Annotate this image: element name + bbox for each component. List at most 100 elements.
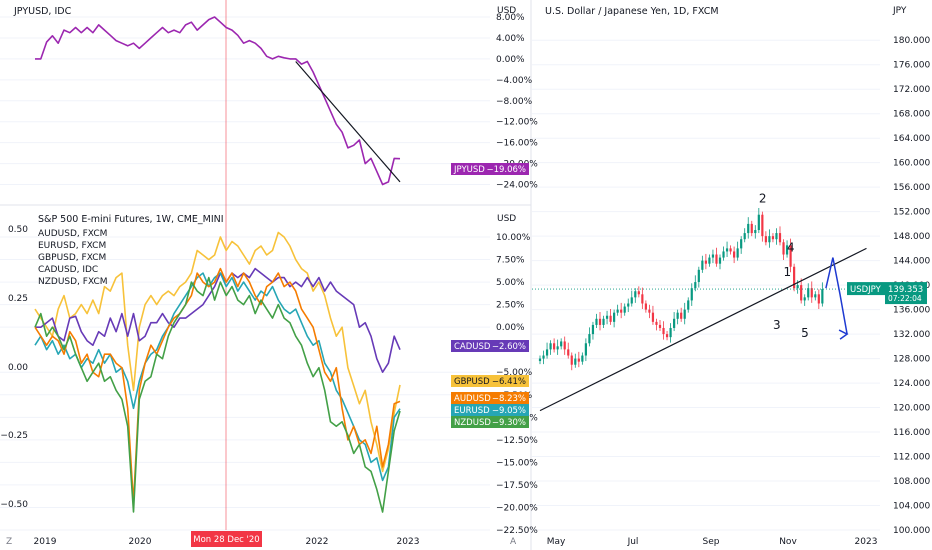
jpyusd-trendline[interactable] [295, 61, 401, 183]
candle-body[interactable] [768, 236, 771, 243]
legend-entry-cadusd[interactable]: CADUSD, IDC [38, 265, 98, 275]
candle-body[interactable] [796, 285, 799, 289]
candle-body[interactable] [722, 251, 725, 258]
candle-body[interactable] [627, 303, 630, 307]
candle-body[interactable] [814, 294, 817, 298]
candle-body[interactable] [616, 309, 619, 313]
usdjpy-y-axis[interactable]: 180.000 176.000 172.000 168.000 164.000 160.0… [893, 36, 930, 536]
candle-body[interactable] [754, 230, 757, 234]
candle-body[interactable] [690, 288, 693, 301]
gbpusd-badge[interactable]: GBPUSD −6.41% [451, 375, 529, 387]
cadusd-badge[interactable]: CADUSD −2.60% [451, 340, 529, 352]
candle-body[interactable] [542, 355, 545, 359]
candle-body[interactable] [725, 248, 729, 252]
candle-body[interactable] [764, 236, 767, 243]
candle-body[interactable] [641, 294, 644, 304]
candle-body[interactable] [602, 318, 605, 325]
candle-body[interactable] [680, 312, 683, 319]
candle-body[interactable] [704, 260, 707, 264]
candle-body[interactable] [570, 355, 573, 365]
candle-body[interactable] [803, 297, 806, 301]
candle-body[interactable] [697, 269, 700, 283]
candle-body[interactable] [747, 223, 750, 234]
candle-body[interactable] [637, 291, 640, 295]
candle-body[interactable] [560, 341, 563, 347]
candle-body[interactable] [623, 306, 626, 313]
candle-body[interactable] [574, 358, 577, 365]
tradingview-a-icon[interactable]: A [510, 537, 517, 547]
usdjpy-x-axis[interactable]: May Jul Sep Nov 2023 [547, 537, 878, 547]
candle-body[interactable] [609, 315, 612, 322]
fx-basket-x-axis[interactable]: 2019 2020 2022 2023 [34, 537, 420, 547]
candle-body[interactable] [644, 303, 647, 310]
candle-body[interactable] [598, 318, 602, 325]
candle-body[interactable] [549, 343, 552, 350]
candle-body[interactable] [673, 318, 676, 328]
nzdusd-badge[interactable]: NZDUSD −9.30% [451, 416, 529, 428]
candle-body[interactable] [538, 358, 542, 362]
candle-body[interactable] [701, 260, 704, 270]
legend-entry-nzdusd[interactable]: NZDUSD, FXCM [38, 277, 108, 287]
candle-body[interactable] [683, 309, 686, 319]
audusd-badge[interactable]: AUDUSD −8.23% [451, 392, 529, 404]
candle-body[interactable] [711, 254, 715, 258]
forecast-path[interactable] [825, 257, 848, 335]
candle-body[interactable] [775, 233, 778, 240]
candle-body[interactable] [634, 291, 637, 298]
candle-body[interactable] [577, 358, 580, 362]
candle-body[interactable] [563, 341, 566, 350]
candle-body[interactable] [687, 300, 690, 310]
candle-body[interactable] [665, 334, 669, 338]
candle-body[interactable] [556, 346, 559, 350]
candle-body[interactable] [789, 245, 792, 267]
legend-entry-audusd[interactable]: AUDUSD, FXCM [38, 229, 107, 239]
candle-body[interactable] [595, 318, 598, 325]
candle-body[interactable] [613, 312, 616, 322]
candle-body[interactable] [588, 334, 591, 344]
series-line-gbpusd[interactable] [34, 231, 401, 473]
series-line-cadusd[interactable] [35, 267, 401, 373]
series-line-nzdusd[interactable] [34, 276, 401, 513]
candle-body[interactable] [782, 242, 785, 255]
candle-body[interactable] [694, 282, 697, 289]
fx-basket-left-y-axis[interactable]: 0.50 0.25 0.00 −0.25 −0.50 [0, 225, 28, 510]
candle-body[interactable] [757, 214, 760, 231]
candle-body[interactable] [750, 223, 753, 234]
candle-body[interactable] [591, 324, 595, 335]
candle-body[interactable] [718, 257, 722, 264]
candle-body[interactable] [655, 321, 658, 325]
candle-body[interactable] [658, 324, 662, 328]
candle-body[interactable] [729, 248, 732, 252]
candle-body[interactable] [810, 288, 813, 298]
usdjpy-trendline[interactable] [539, 247, 867, 412]
candle-body[interactable] [676, 312, 679, 319]
candle-body[interactable] [771, 236, 775, 240]
candle-body[interactable] [761, 214, 764, 237]
candle-body[interactable] [793, 266, 796, 289]
candle-body[interactable] [708, 257, 711, 264]
candle-body[interactable] [567, 349, 570, 356]
legend-entry-eurusd[interactable]: EURUSD, FXCM [38, 241, 106, 251]
candle-body[interactable] [669, 327, 672, 338]
candle-body[interactable] [800, 285, 803, 301]
candle-body[interactable] [662, 327, 665, 335]
candle-body[interactable] [581, 355, 584, 362]
candle-body[interactable] [620, 309, 623, 313]
candle-body[interactable] [715, 254, 718, 264]
candle-body[interactable] [553, 343, 556, 350]
tradingview-z-icon[interactable]: Z [6, 537, 12, 547]
jpyusd-line[interactable] [35, 16, 401, 186]
eurusd-badge[interactable]: EURUSD −9.05% [451, 404, 529, 416]
candle-body[interactable] [651, 312, 655, 322]
legend-entry-gbpusd[interactable]: GBPUSD, FXCM [38, 253, 106, 263]
candle-body[interactable] [605, 315, 609, 319]
candle-body[interactable] [630, 297, 633, 304]
candle-body[interactable] [778, 233, 782, 243]
candle-body[interactable] [817, 294, 820, 304]
series-line-audusd[interactable] [34, 267, 401, 504]
candle-body[interactable] [648, 309, 651, 313]
candle-body[interactable] [733, 251, 736, 258]
jpyusd-badge[interactable]: JPYUSD −19.06% [451, 163, 529, 175]
candle-body[interactable] [821, 289, 824, 304]
